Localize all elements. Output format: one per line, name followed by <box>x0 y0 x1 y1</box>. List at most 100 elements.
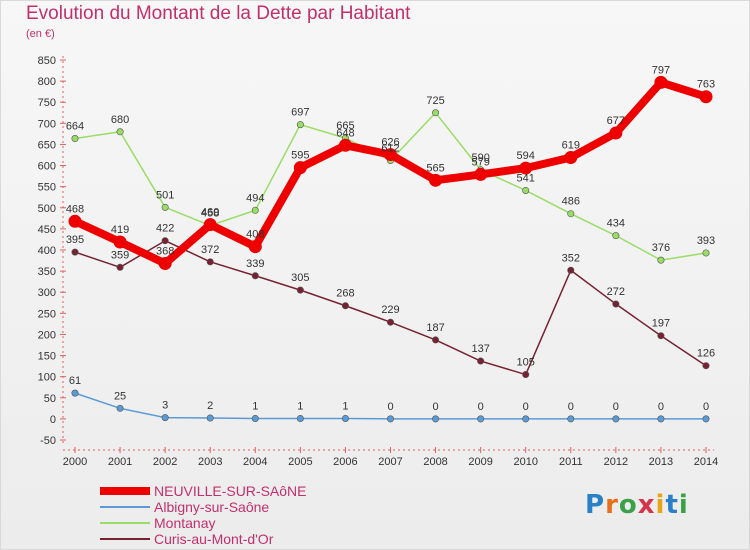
data-point <box>567 266 575 274</box>
y-tick-label: 500 <box>38 203 56 215</box>
data-label: 137 <box>471 343 489 355</box>
x-tick-label: 2008 <box>423 456 447 468</box>
data-label: 305 <box>291 272 309 284</box>
data-point <box>432 415 440 423</box>
x-tick-label: 2002 <box>153 456 177 468</box>
x-tick-label: 2005 <box>288 456 312 468</box>
data-label: 408 <box>246 229 264 241</box>
y-tick-label: 250 <box>38 308 56 320</box>
data-label: 594 <box>517 150 535 162</box>
data-point <box>206 414 214 422</box>
data-point <box>654 75 668 89</box>
data-label: 486 <box>562 196 580 208</box>
data-point <box>116 404 124 412</box>
chart-title: Evolution du Montant de la Dette par Hab… <box>26 3 411 24</box>
data-label: 268 <box>336 288 354 300</box>
legend-swatch <box>100 522 150 524</box>
data-point <box>474 167 488 181</box>
data-label: 0 <box>523 401 529 413</box>
data-label: 1 <box>252 400 258 412</box>
data-label: 352 <box>562 252 580 264</box>
data-point <box>251 272 259 280</box>
data-point <box>522 186 530 194</box>
data-label: 725 <box>426 95 444 107</box>
data-point <box>116 128 124 136</box>
data-point <box>68 214 82 228</box>
chart-series <box>68 75 713 423</box>
data-point <box>657 415 665 423</box>
data-label: 434 <box>607 218 625 230</box>
data-point <box>296 414 304 422</box>
series-line <box>73 78 708 268</box>
data-point <box>702 415 710 423</box>
y-tick-label: 350 <box>38 266 56 278</box>
series-1 <box>71 389 710 423</box>
data-point <box>296 121 304 129</box>
x-tick-label: 2003 <box>198 456 222 468</box>
data-point <box>71 389 79 397</box>
data-point <box>429 173 443 187</box>
data-label: 25 <box>114 390 126 402</box>
x-tick-label: 2012 <box>604 456 628 468</box>
legend-label: Montanay <box>154 515 216 531</box>
data-label: 797 <box>652 64 670 76</box>
y-tick-label: 600 <box>38 161 56 173</box>
data-label: 126 <box>697 348 715 360</box>
data-label: 501 <box>156 189 174 201</box>
y-tick-label: 0 <box>50 414 56 426</box>
data-point <box>657 332 665 340</box>
data-point <box>522 371 530 379</box>
chart-data-labels: 395 359 422 372 339 305 268 229 187 137 105 352 272 1… <box>66 64 715 413</box>
data-label: 0 <box>613 401 619 413</box>
data-point <box>161 237 169 245</box>
data-label: 1 <box>342 400 348 412</box>
data-label: 458 <box>201 208 219 220</box>
data-label: 272 <box>607 286 625 298</box>
y-tick-label: 50 <box>44 393 56 405</box>
data-label: 187 <box>426 322 444 334</box>
data-label: 422 <box>156 223 174 235</box>
x-tick-label: 2000 <box>63 456 87 468</box>
data-label: 376 <box>652 242 670 254</box>
data-label: 0 <box>478 401 484 413</box>
data-label: 579 <box>471 156 489 168</box>
data-label: 2 <box>207 400 213 412</box>
data-label: 590 <box>471 152 489 164</box>
data-label: 3 <box>162 400 168 412</box>
data-point <box>657 256 665 264</box>
data-label: 677 <box>607 115 625 127</box>
data-label: 612 <box>381 142 399 154</box>
legend-label: Curis-au-Mont-d'Or <box>154 531 274 547</box>
series-0 <box>68 75 713 271</box>
data-point <box>432 336 440 344</box>
data-label: 468 <box>66 203 84 215</box>
data-point <box>699 90 713 104</box>
data-point <box>251 206 259 214</box>
y-tick-label: -50 <box>40 435 56 447</box>
data-label: 368 <box>156 246 174 258</box>
data-point <box>158 257 172 271</box>
data-label: 0 <box>703 401 709 413</box>
data-point <box>702 362 710 370</box>
data-label: 1 <box>297 400 303 412</box>
data-label: 494 <box>246 192 264 204</box>
data-label: 0 <box>433 401 439 413</box>
data-point <box>161 414 169 422</box>
data-label: 0 <box>658 401 664 413</box>
data-label: 460 <box>201 207 219 219</box>
data-label: 595 <box>291 150 309 162</box>
line-chart: 8508007507006506005505004504003503002502… <box>38 55 719 468</box>
data-point <box>564 151 578 165</box>
data-point <box>567 210 575 218</box>
data-point <box>71 135 79 143</box>
y-tick-label: 100 <box>38 372 56 384</box>
data-point <box>248 240 262 254</box>
data-label: 665 <box>336 120 354 132</box>
legend-label: Albigny-sur-Saône <box>154 499 270 515</box>
data-point <box>522 415 530 423</box>
data-point <box>71 248 79 256</box>
y-tick-label: 850 <box>38 55 56 67</box>
data-point <box>116 263 124 271</box>
data-point <box>293 161 307 175</box>
